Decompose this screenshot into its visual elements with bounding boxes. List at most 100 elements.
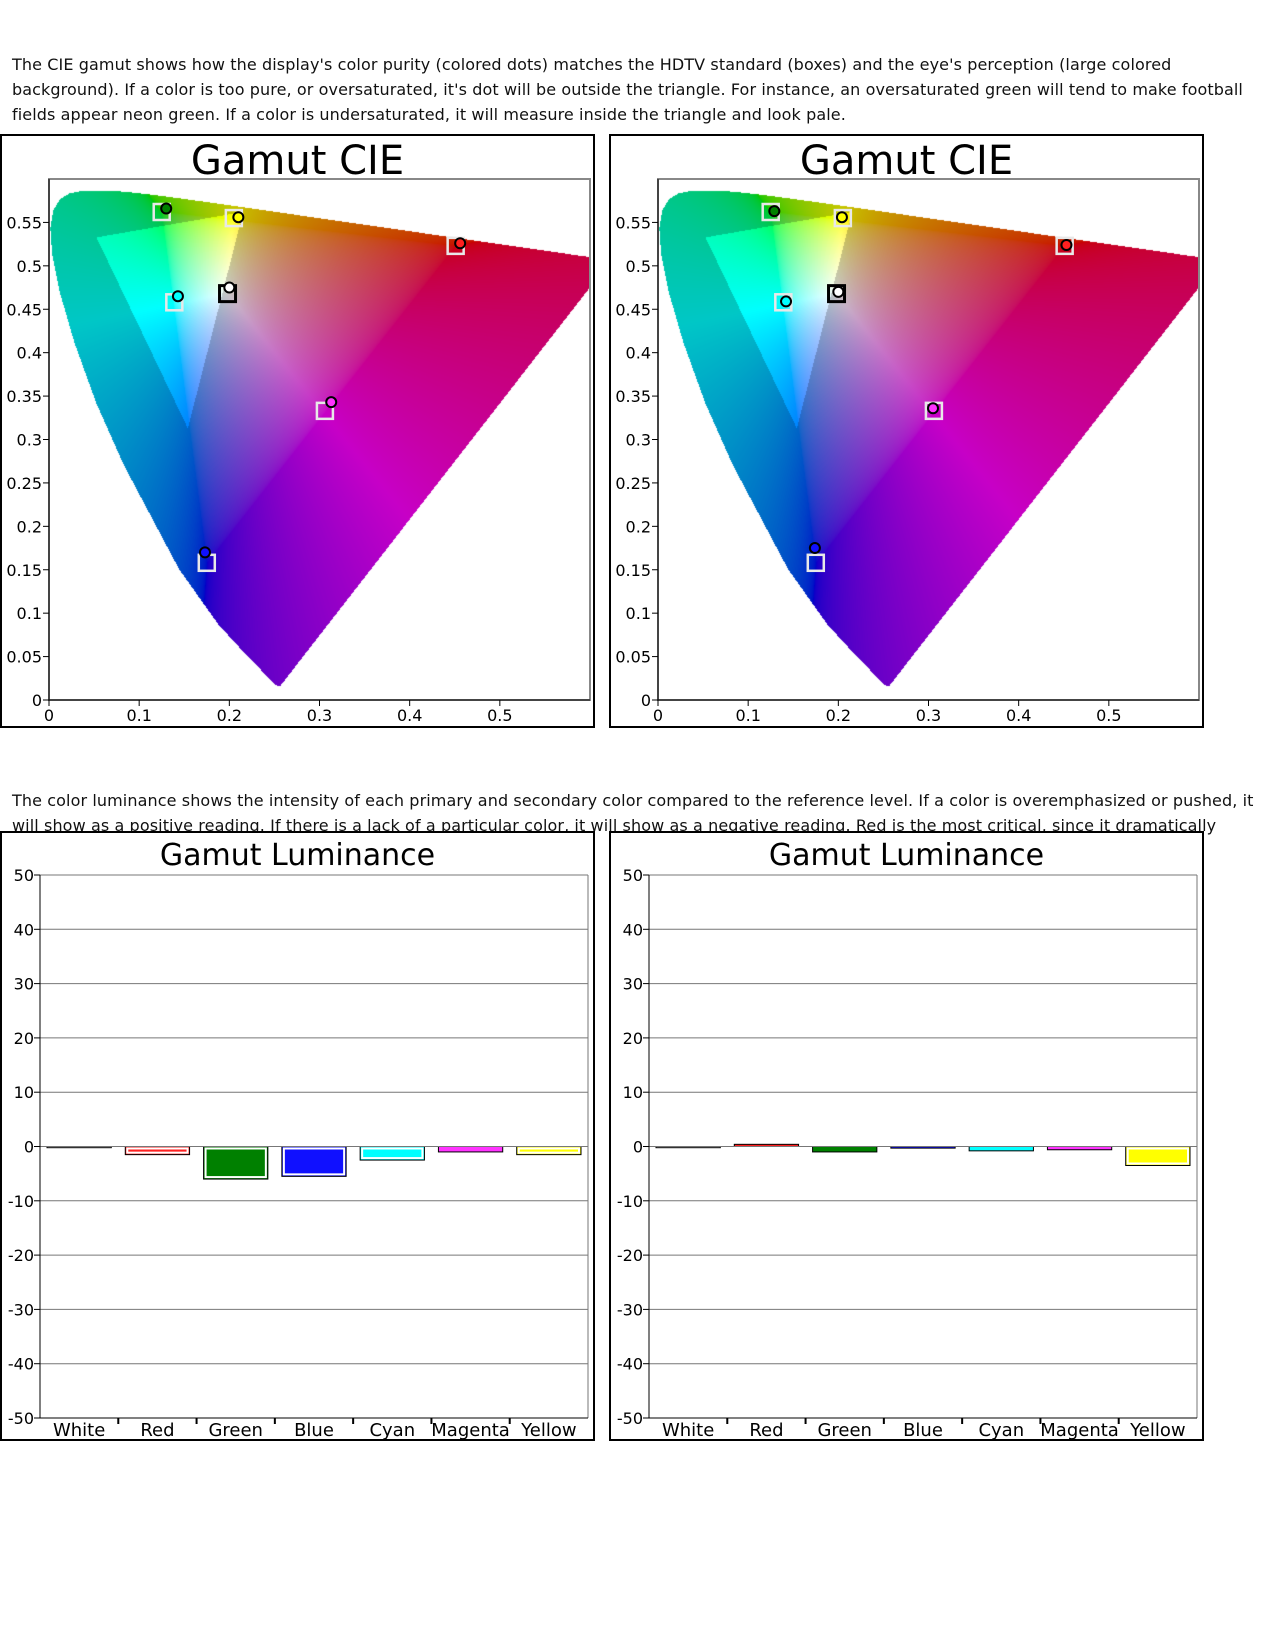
measured-dot-yellow (232, 211, 245, 224)
bar-highlight (126, 1147, 189, 1154)
y-tick-label: -30 (617, 1300, 643, 1319)
y-tick-label: 50 (14, 866, 34, 885)
chart-title: Gamut CIE (190, 138, 405, 184)
category-label-yellow: Yellow (520, 1420, 576, 1439)
y-tick-label: 0.45 (615, 300, 651, 319)
y-tick-label: 0.3 (17, 431, 42, 450)
bar-magenta (437, 1146, 504, 1153)
x-tick-label: 0.4 (1006, 706, 1031, 725)
measured-dot-white (223, 281, 236, 294)
cie-diagram-background (49, 179, 590, 700)
bar-highlight (204, 1147, 267, 1179)
y-tick-label: 0.3 (626, 431, 651, 450)
x-tick-label: 0.4 (397, 706, 422, 725)
luminance-chart-left: Gamut Luminance White Red Green Blue Cyan Mag… (0, 831, 595, 1441)
target-box-yellow (833, 208, 853, 228)
x-tick-label: 0 (653, 706, 663, 725)
y-tick-label: 0.35 (615, 387, 651, 406)
bar-green (812, 1146, 878, 1153)
measured-dot-blue (198, 546, 211, 559)
category-label-blue: Blue (294, 1420, 334, 1439)
measured-dot-red (1060, 238, 1073, 251)
measured-dot-white (832, 285, 845, 298)
y-tick-label: 0.1 (17, 604, 42, 623)
y-tick-label: -30 (8, 1300, 34, 1319)
y-tick-label: 20 (14, 1029, 34, 1048)
measured-dot-magenta (927, 402, 940, 415)
measured-dot-yellow (835, 211, 848, 224)
target-box-red (1055, 236, 1074, 256)
x-tick-label: 0.5 (1096, 706, 1121, 725)
y-tick-label: 0.45 (6, 300, 42, 319)
category-label-blue: Blue (903, 1420, 943, 1439)
y-tick-label: -10 (8, 1192, 34, 1211)
measured-dot-cyan (780, 295, 793, 308)
y-tick-label: 30 (623, 975, 643, 994)
y-tick-label: 0.05 (6, 648, 42, 667)
target-box-magenta (315, 401, 335, 421)
x-tick-label: 0 (44, 706, 54, 725)
bar-cyan (968, 1146, 1034, 1152)
x-tick-label: 0.2 (826, 706, 851, 725)
y-tick-label: -20 (8, 1246, 34, 1265)
category-label-magenta: Magenta (1040, 1420, 1119, 1439)
y-tick-label: -50 (8, 1409, 34, 1428)
y-tick-label: 0.55 (615, 213, 651, 232)
y-tick-label: -50 (617, 1409, 643, 1428)
x-tick-label: 0.3 (916, 706, 941, 725)
target-box-white (827, 284, 847, 304)
measured-dot-green (768, 205, 781, 218)
y-tick-label: 0 (32, 691, 42, 710)
y-tick-label: 0.15 (6, 561, 42, 580)
measured-dot-cyan (171, 290, 184, 303)
y-tick-label: 0 (24, 1138, 34, 1157)
cie-plot: 0 0.05 0.1 0.15 0.2 0.25 0.3 0.35 0.4 0.45 0.5 0.55… (615, 178, 1200, 725)
y-tick-label: 0.5 (17, 257, 42, 276)
y-tick-label: -40 (617, 1355, 643, 1374)
target-box-blue (806, 553, 826, 573)
cie-diagram-background (658, 179, 1199, 700)
bar-highlight (361, 1147, 424, 1160)
x-tick-label: 0.2 (217, 706, 242, 725)
x-tick-label: 0.5 (487, 706, 512, 725)
cie-plot: 0 0.05 0.1 0.15 0.2 0.25 0.3 0.35 0.4 0.45 0.5 0.55… (6, 178, 591, 725)
bar-highlight (1126, 1147, 1190, 1165)
y-tick-label: 0.35 (6, 387, 42, 406)
y-tick-label: -10 (617, 1192, 643, 1211)
y-tick-label: 20 (623, 1029, 643, 1048)
luminance-chart-right: Gamut Luminance White Red Green Blue Cyan Mag… (609, 831, 1204, 1441)
cie-chart-left: Gamut CIE 0 0.05 0.1 0.15 0.2 0.25 0.3 0.35 0.4 0… (0, 134, 595, 728)
category-label-cyan: Cyan (978, 1420, 1024, 1439)
y-tick-label: 0 (641, 691, 651, 710)
x-tick-label: 0.1 (735, 706, 760, 725)
category-label-yellow: Yellow (1129, 1420, 1185, 1439)
gamut-description: The CIE gamut shows how the display's co… (12, 55, 1243, 124)
luminance-plot: White Red Green Blue Cyan Magenta Yellow 50 40 30… (617, 866, 1198, 1439)
y-tick-label: 0.4 (17, 344, 42, 363)
category-label-magenta: Magenta (431, 1420, 510, 1439)
y-tick-label: 50 (623, 866, 643, 885)
category-label-red: Red (140, 1420, 174, 1439)
bar-highlight (517, 1147, 581, 1154)
y-tick-label: 0.25 (615, 474, 651, 493)
y-tick-label: 0.25 (6, 474, 42, 493)
measured-dot-blue (808, 542, 821, 555)
category-label-red: Red (749, 1420, 783, 1439)
y-tick-label: 0.55 (6, 213, 42, 232)
y-tick-label: 10 (14, 1083, 34, 1102)
category-label-white: White (53, 1420, 105, 1439)
category-label-green: Green (208, 1420, 263, 1439)
bar-highlight (282, 1147, 346, 1176)
y-tick-label: 0.2 (17, 517, 42, 536)
y-tick-label: 0.2 (626, 517, 651, 536)
y-tick-label: 40 (623, 920, 643, 939)
measured-dot-red (454, 237, 467, 250)
category-label-white: White (662, 1420, 714, 1439)
x-tick-label: 0.1 (126, 706, 151, 725)
y-tick-label: 10 (623, 1083, 643, 1102)
chart-title: Gamut CIE (799, 138, 1014, 184)
category-label-cyan: Cyan (369, 1420, 415, 1439)
y-tick-label: 40 (14, 920, 34, 939)
y-tick-label: 0.15 (615, 561, 651, 580)
bar-blue (281, 1146, 347, 1177)
